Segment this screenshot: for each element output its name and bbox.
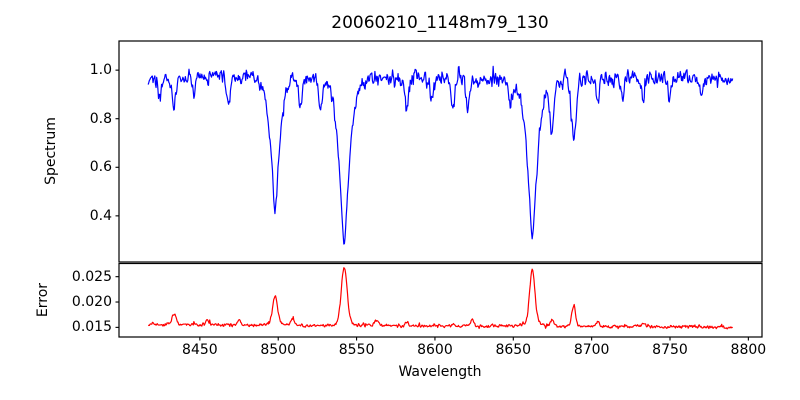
error-ytick-label: 0.025 [71,268,112,285]
spectrum-axes-frame [118,40,763,263]
x-tick-label: 8450 [182,342,218,358]
spectrum-ytick-label: 0.8 [89,110,112,127]
spectrum-ytick-label: 0.4 [89,207,112,224]
error-ytick-label: 0.020 [71,294,112,311]
spectrum-series [147,65,734,245]
y-axis-label-spectrum: Spectrum [43,117,59,185]
y-axis-label-error: Error [35,282,51,318]
error-axes-frame [118,262,763,338]
spectrum-ytick-label: 1.0 [89,62,112,79]
spectrum-ytick-label: 0.6 [89,159,112,176]
x-tick-label: 8800 [730,342,767,358]
x-axis-label: Wavelength [398,364,482,380]
plot-title: 20060210_1148m79_130 [331,13,549,33]
x-tick-label: 8700 [573,342,610,358]
error-series [148,267,734,330]
x-tick-label: 8600 [417,342,453,358]
x-tick-label: 8500 [260,342,297,358]
x-tick-label: 8550 [338,342,375,358]
x-tick-label: 8750 [652,342,688,358]
error-ytick-label: 0.015 [71,319,112,336]
x-tick-label: 8650 [495,342,532,358]
